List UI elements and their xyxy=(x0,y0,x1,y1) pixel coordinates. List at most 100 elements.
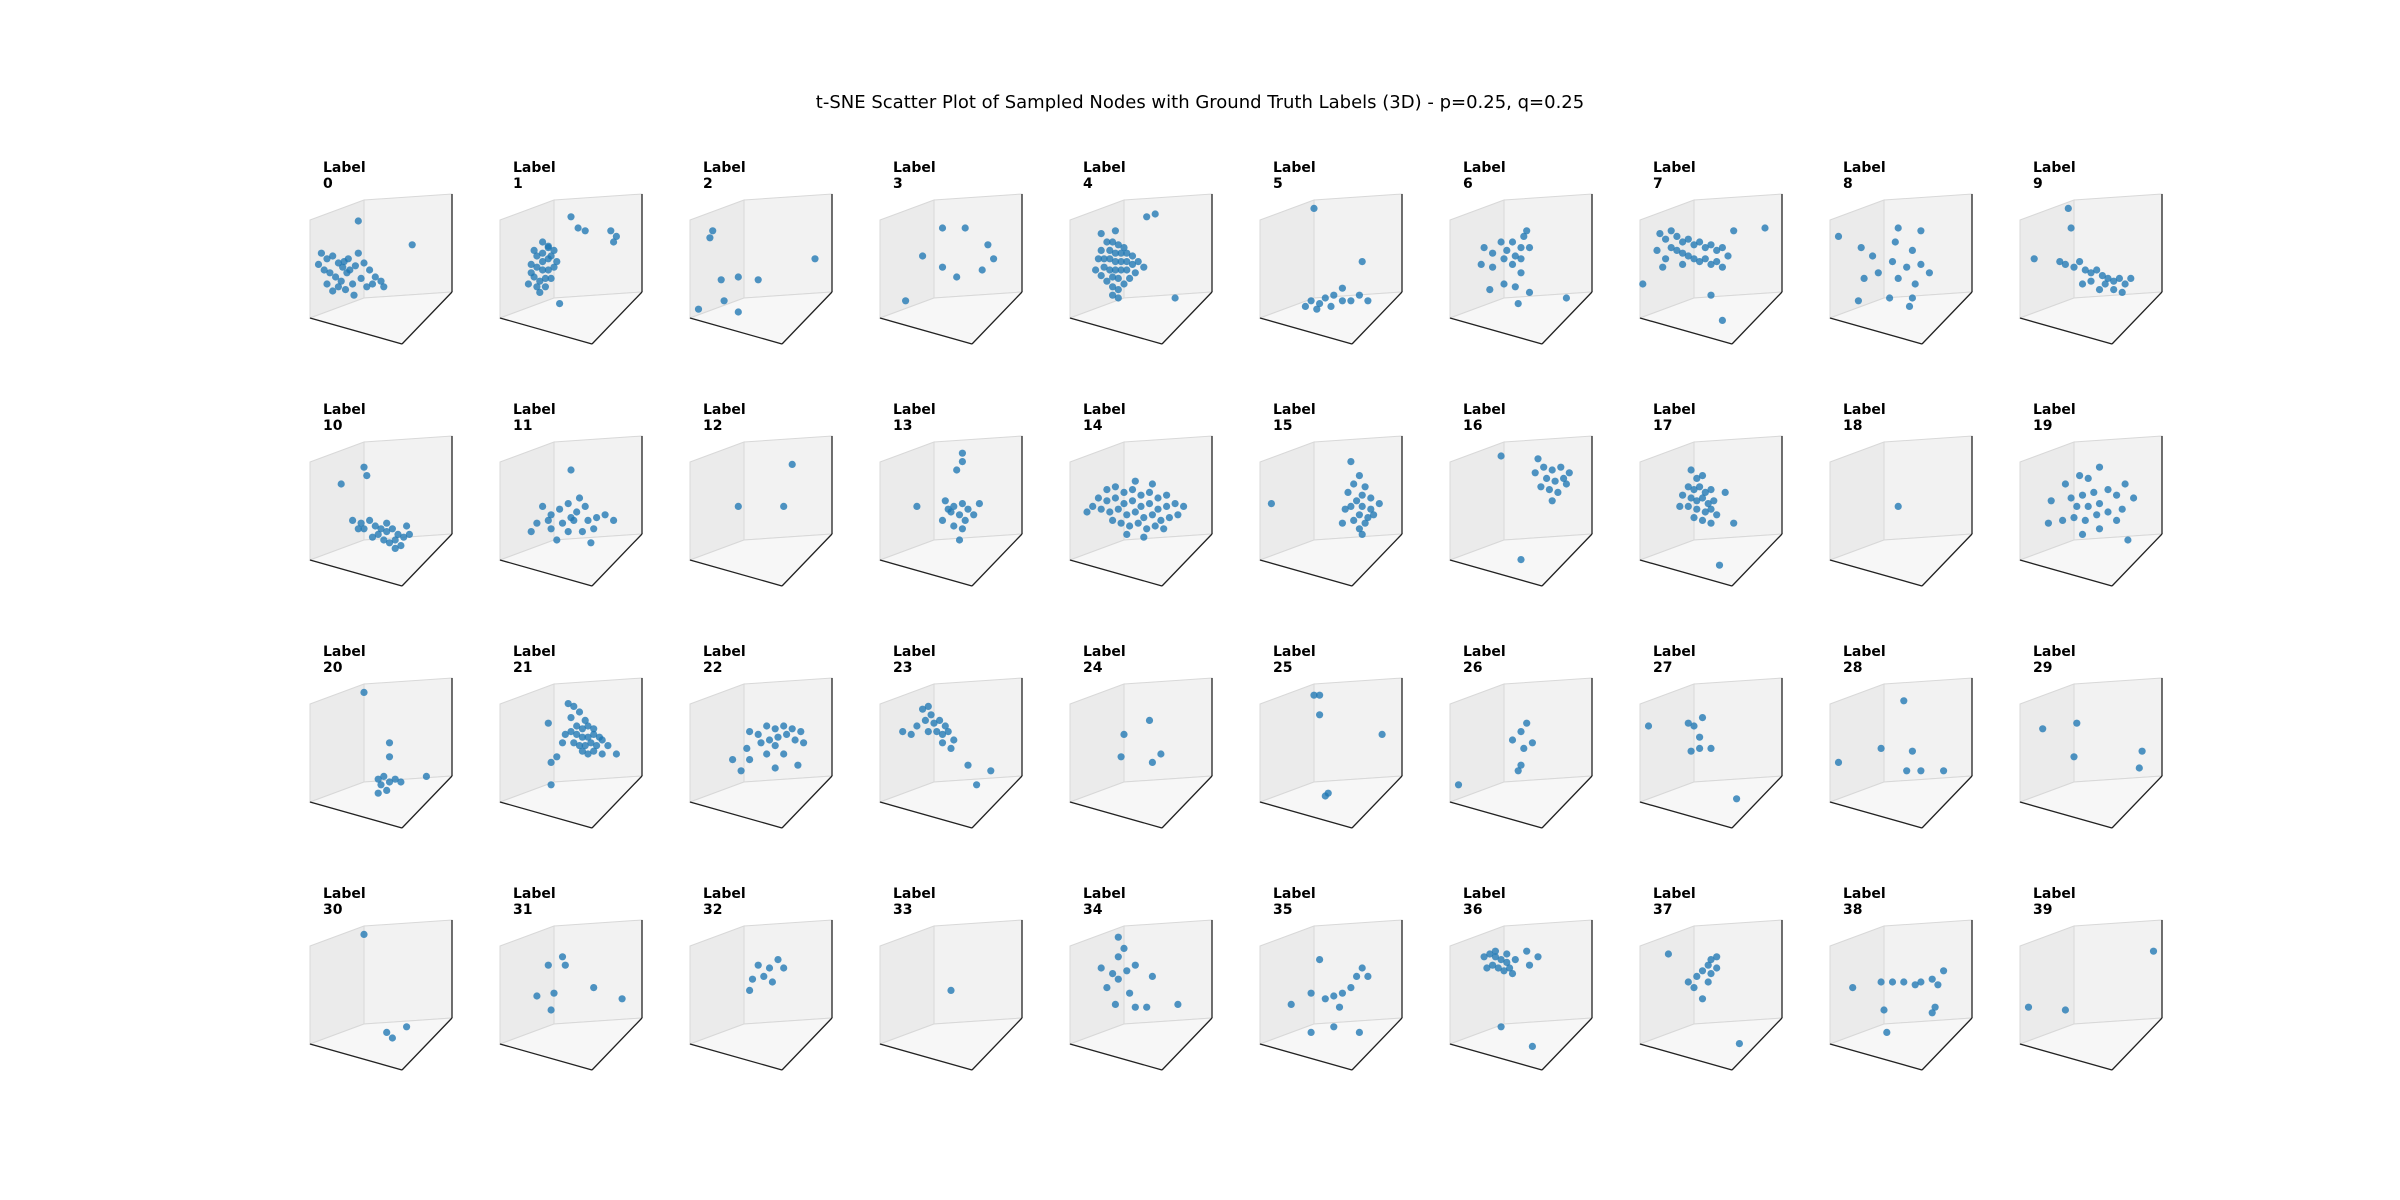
data-point xyxy=(1545,486,1553,494)
data-point xyxy=(1517,255,1525,263)
data-point xyxy=(408,241,416,249)
data-point xyxy=(1687,466,1695,474)
data-point xyxy=(533,519,541,527)
data-point xyxy=(2044,519,2052,527)
data-point xyxy=(768,978,776,986)
data-point xyxy=(1905,302,1914,310)
subplot-title-prefix: Label xyxy=(893,644,936,660)
subplot-title: Label 14 xyxy=(1083,402,1126,434)
pane-left-wall xyxy=(2019,925,2075,1045)
data-point xyxy=(1143,213,1151,221)
data-point xyxy=(553,753,561,761)
data-point xyxy=(1313,305,1321,313)
data-point xyxy=(1140,514,1148,522)
data-point xyxy=(2095,525,2104,533)
y-axis-line xyxy=(1921,1017,1973,1071)
data-point xyxy=(349,516,357,524)
data-point xyxy=(581,742,589,750)
data-point xyxy=(1917,978,1925,986)
pane-back-wall xyxy=(553,919,643,1025)
data-point xyxy=(380,283,388,291)
data-point xyxy=(380,772,388,780)
data-point xyxy=(1120,500,1128,508)
y-axis-line xyxy=(401,775,453,829)
pane-back-wall xyxy=(1883,677,1973,783)
pane-back-wall xyxy=(1693,919,1783,1025)
pane-left-wall xyxy=(2019,441,2075,561)
data-point xyxy=(1903,263,1911,271)
y-axis-line xyxy=(2111,533,2163,587)
pane-left-wall xyxy=(1259,199,1315,319)
data-point xyxy=(1106,246,1114,254)
data-point xyxy=(1548,466,1556,474)
data-point xyxy=(1083,508,1091,516)
subplot-title-prefix: Label xyxy=(1653,402,1696,418)
data-point xyxy=(1698,494,1707,502)
data-point xyxy=(1834,232,1843,240)
data-point xyxy=(1639,280,1647,288)
data-point xyxy=(706,234,714,242)
data-point xyxy=(1528,1042,1536,1050)
subplot-title: Label 13 xyxy=(893,402,936,434)
data-point xyxy=(1500,280,1508,288)
subplot-title: Label 6 xyxy=(1463,160,1506,192)
data-point xyxy=(578,747,586,755)
data-point xyxy=(1503,246,1511,254)
data-point xyxy=(570,702,578,710)
data-point xyxy=(363,283,371,291)
data-point xyxy=(924,702,932,710)
data-point xyxy=(368,533,377,541)
data-point xyxy=(337,277,345,285)
data-point xyxy=(2084,502,2092,510)
subplot-title-value: 37 xyxy=(1653,902,1673,918)
data-point xyxy=(397,542,405,550)
data-point xyxy=(958,525,966,533)
data-point xyxy=(323,255,331,263)
data-point xyxy=(1698,995,1707,1003)
subplot-title-value: 26 xyxy=(1463,660,1483,676)
data-point xyxy=(1679,491,1687,499)
data-point xyxy=(1679,238,1687,246)
data-point xyxy=(587,739,595,747)
y-axis-line xyxy=(1541,533,1593,587)
data-point xyxy=(1316,691,1324,699)
y-axis-line xyxy=(591,291,643,345)
data-point xyxy=(612,750,620,758)
pane-left-wall xyxy=(1069,925,1125,1045)
pane-left-wall xyxy=(1639,441,1695,561)
data-point xyxy=(405,530,413,538)
pane-left-wall xyxy=(1449,441,1505,561)
pane-left-wall xyxy=(1829,441,1885,561)
data-point xyxy=(581,502,589,510)
pane-back-wall xyxy=(1313,677,1403,783)
data-point xyxy=(938,263,947,271)
data-point xyxy=(1690,255,1698,263)
data-point xyxy=(1128,486,1137,494)
subplot-title-prefix: Label xyxy=(893,886,936,902)
data-point xyxy=(1307,1028,1315,1036)
data-point xyxy=(746,756,754,764)
x-axis-line xyxy=(689,317,783,345)
data-point xyxy=(1730,519,1738,527)
scatter3d-plot xyxy=(308,919,454,1071)
data-point xyxy=(1931,1003,1939,1011)
scatter3d-plot xyxy=(1068,919,1214,1071)
data-point xyxy=(610,238,618,246)
data-point xyxy=(783,730,791,738)
y-axis-line xyxy=(1921,291,1973,345)
data-point xyxy=(539,502,547,510)
subplot-title-value: 33 xyxy=(893,902,913,918)
pane-left-wall xyxy=(1259,683,1315,803)
data-point xyxy=(2104,274,2112,282)
pane-left-wall xyxy=(1449,925,1505,1045)
data-point xyxy=(604,742,612,750)
data-point xyxy=(547,274,555,282)
data-point xyxy=(2084,474,2092,482)
pane-back-wall xyxy=(2073,193,2163,299)
subplot-label-30: Label 30 xyxy=(308,886,498,1086)
pane-back-wall xyxy=(553,193,643,299)
data-point xyxy=(1667,227,1675,235)
subplot-title: Label 27 xyxy=(1653,644,1696,676)
data-point xyxy=(544,242,552,250)
pane-back-wall xyxy=(1883,193,1973,299)
